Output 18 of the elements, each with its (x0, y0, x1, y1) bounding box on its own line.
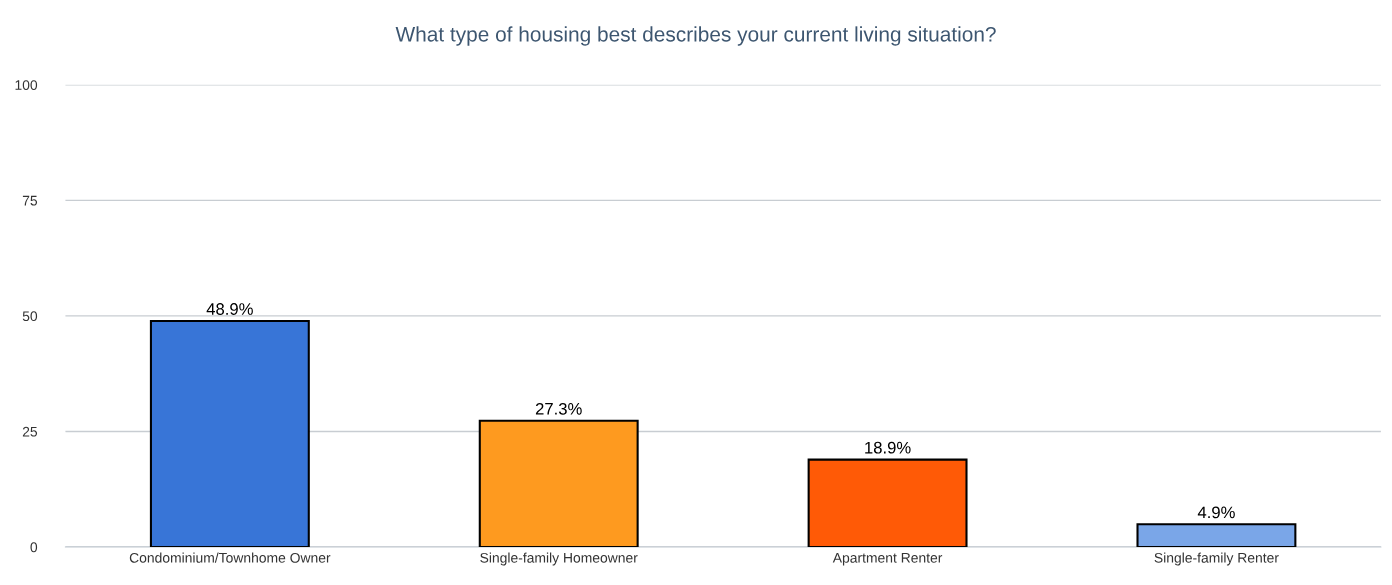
y-tick-label: 100 (15, 80, 38, 90)
y-tick-label: 0 (30, 542, 38, 553)
y-tick-label: 25 (22, 426, 38, 437)
data-label: 18.9% (865, 441, 911, 454)
y-tick-label: 75 (22, 195, 38, 206)
y-tick-label: 50 (22, 311, 38, 322)
chart-title: What type of housing best describes your current living situation? (395, 26, 996, 46)
bar (149, 319, 310, 547)
x-tick-label: Single-family Homeowner (480, 552, 638, 566)
bar (478, 419, 639, 547)
x-tick-label: Apartment Renter (832, 553, 943, 566)
x-tick-label: Single-family Renter (1154, 552, 1279, 566)
data-label: 48.9% (206, 303, 253, 315)
x-tick-label: Condominium/Townhome Owner (129, 552, 331, 563)
data-label: 4.9% (1197, 506, 1235, 519)
bar (807, 458, 968, 547)
data-label: 27.3% (535, 402, 582, 415)
bar (1136, 523, 1297, 547)
